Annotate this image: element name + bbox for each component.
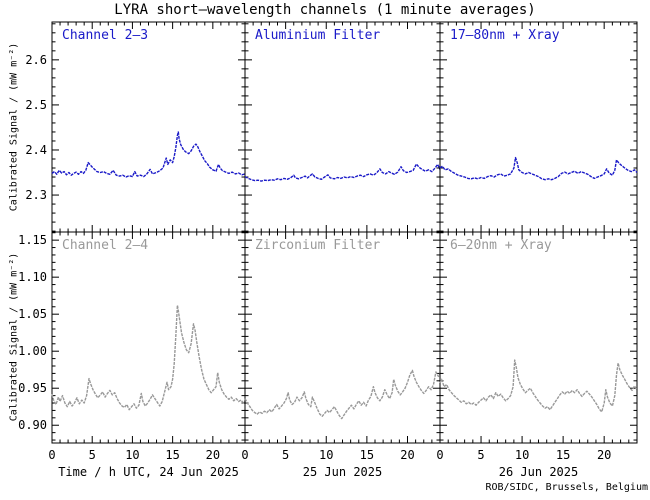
- panel-aluminium-filter: Aluminium Filter: [244, 21, 441, 233]
- panel-6-20nm-xray: 6–20nm + Xray 0 5 10 15 20: [436, 231, 638, 462]
- panel-label: Aluminium Filter: [255, 28, 380, 43]
- panel-channel-2-3: Channel 2–3 2.3 2.4 2.5 2.6: [25, 21, 246, 233]
- x-axis-date-3: 26 Jun 2025: [498, 465, 579, 479]
- series-aluminium-filter: [244, 163, 441, 182]
- panel-zirconium-filter: Zirconium Filter 0 5 10 15 20: [241, 231, 441, 462]
- x-tick-label: 5: [477, 448, 484, 462]
- series-channel-2-3: [51, 131, 246, 178]
- chart-title: LYRA short–wavelength channels (1 minute…: [114, 2, 536, 18]
- panel-label: Channel 2–3: [62, 28, 148, 43]
- x-tick-label: 0: [241, 448, 248, 462]
- x-tick-label: 5: [89, 448, 96, 462]
- panel-border: [439, 231, 638, 444]
- panel-border: [51, 231, 246, 444]
- y-tick-label: 1.05: [18, 307, 47, 321]
- panel-label: Channel 2–4: [62, 238, 148, 253]
- panel-label: 17–80nm + Xray: [450, 28, 560, 43]
- x-tick-label: 15: [360, 448, 374, 462]
- panel-17-80nm-xray: 17–80nm + Xray: [439, 21, 638, 233]
- y-tick-label: 2.5: [25, 98, 47, 112]
- series-17-80nm-xray: [439, 156, 638, 181]
- y-tick-label: 1.10: [18, 270, 47, 284]
- panel-label: 6–20nm + Xray: [450, 238, 552, 253]
- y-tick-label: 1.15: [18, 233, 47, 247]
- panel-border: [439, 21, 638, 233]
- x-axis-date-2: 25 Jun 2025: [302, 465, 383, 479]
- x-tick-label: 10: [125, 448, 139, 462]
- series-channel-2-4: [51, 304, 246, 411]
- x-tick-label: 10: [319, 448, 333, 462]
- y-tick-label: 2.6: [25, 53, 47, 67]
- x-tick-label: 0: [48, 448, 55, 462]
- x-tick-label: 10: [515, 448, 529, 462]
- x-axis-date-1: Time / h UTC, 24 Jun 2025: [58, 465, 239, 479]
- x-tick-label: 20: [400, 448, 414, 462]
- panel-label: Zirconium Filter: [255, 238, 380, 253]
- x-tick-label: 15: [165, 448, 179, 462]
- y-tick-label: 1.00: [18, 344, 47, 358]
- panel-border: [244, 231, 441, 444]
- series-6-20nm-xray: [439, 359, 638, 413]
- x-tick-label: 20: [597, 448, 611, 462]
- x-tick-label: 0: [436, 448, 443, 462]
- y-tick-label: 2.4: [25, 143, 47, 157]
- x-tick-label: 20: [206, 448, 220, 462]
- panel-border: [51, 21, 246, 233]
- panel-border: [244, 21, 441, 233]
- x-tick-label: 15: [556, 448, 570, 462]
- panel-channel-2-4: Channel 2–4 0.90 0.95 1.00 1.05 1.10 1.15 0 5 10 1…: [18, 231, 246, 462]
- y-tick-label: 0.90: [18, 418, 47, 432]
- x-tick-label: 5: [282, 448, 289, 462]
- credit-text: ROB/SIDC, Brussels, Belgium: [485, 482, 648, 493]
- y-tick-label: 0.95: [18, 381, 47, 395]
- series-zirconium-filter: [244, 369, 441, 420]
- y-tick-label: 2.3: [25, 188, 47, 202]
